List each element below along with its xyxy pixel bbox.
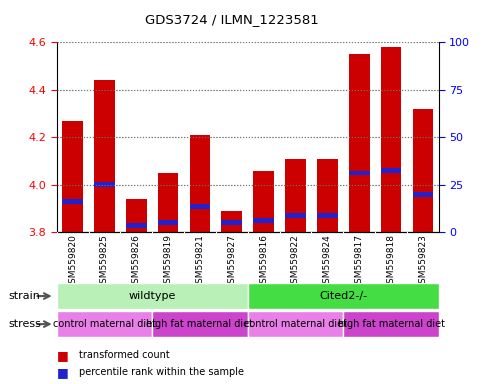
Text: GSM559816: GSM559816	[259, 234, 268, 289]
Text: GSM559827: GSM559827	[227, 234, 236, 289]
Bar	[349, 54, 370, 232]
Bar	[94, 80, 115, 232]
Bar	[158, 220, 178, 225]
Text: stress: stress	[8, 319, 41, 329]
Text: GSM559820: GSM559820	[68, 234, 77, 289]
Bar	[285, 159, 306, 232]
Bar	[381, 168, 401, 173]
Bar	[317, 159, 338, 232]
Bar	[413, 109, 433, 232]
Text: GSM559819: GSM559819	[164, 234, 173, 289]
Bar	[381, 47, 401, 232]
Text: ■: ■	[57, 349, 69, 362]
Bar	[126, 223, 146, 228]
Text: GSM559825: GSM559825	[100, 234, 109, 289]
Bar	[285, 213, 306, 218]
Text: percentile rank within the sample: percentile rank within the sample	[79, 367, 244, 377]
Text: control maternal diet: control maternal diet	[244, 319, 347, 329]
Text: ■: ■	[57, 366, 69, 379]
Bar	[413, 192, 433, 197]
Bar	[253, 170, 274, 232]
Bar	[247, 283, 439, 309]
Bar	[158, 173, 178, 232]
Bar	[343, 311, 439, 337]
Bar	[62, 199, 83, 204]
Bar	[221, 220, 242, 225]
Bar	[253, 218, 274, 223]
Text: control maternal diet: control maternal diet	[53, 319, 156, 329]
Bar	[57, 311, 152, 337]
Text: strain: strain	[8, 291, 40, 301]
Text: GSM559824: GSM559824	[323, 234, 332, 288]
Bar	[221, 211, 242, 232]
Bar	[317, 213, 338, 218]
Text: GDS3724 / ILMN_1223581: GDS3724 / ILMN_1223581	[145, 13, 318, 26]
Bar	[152, 311, 247, 337]
Text: high fat maternal diet: high fat maternal diet	[146, 319, 253, 329]
Bar	[126, 199, 146, 232]
Bar	[190, 204, 211, 209]
Text: GSM559818: GSM559818	[387, 234, 395, 289]
Text: GSM559822: GSM559822	[291, 234, 300, 288]
Text: high fat maternal diet: high fat maternal diet	[338, 319, 445, 329]
Text: GSM559817: GSM559817	[354, 234, 364, 289]
Bar	[57, 283, 247, 309]
Bar	[62, 121, 83, 232]
Text: GSM559823: GSM559823	[419, 234, 427, 289]
Bar	[190, 135, 211, 232]
Text: GSM559826: GSM559826	[132, 234, 141, 289]
Text: wildtype: wildtype	[129, 291, 176, 301]
Text: GSM559821: GSM559821	[195, 234, 205, 289]
Bar	[247, 311, 343, 337]
Text: Cited2-/-: Cited2-/-	[319, 291, 367, 301]
Text: transformed count: transformed count	[79, 350, 170, 360]
Bar	[94, 182, 115, 187]
Bar	[349, 170, 370, 175]
